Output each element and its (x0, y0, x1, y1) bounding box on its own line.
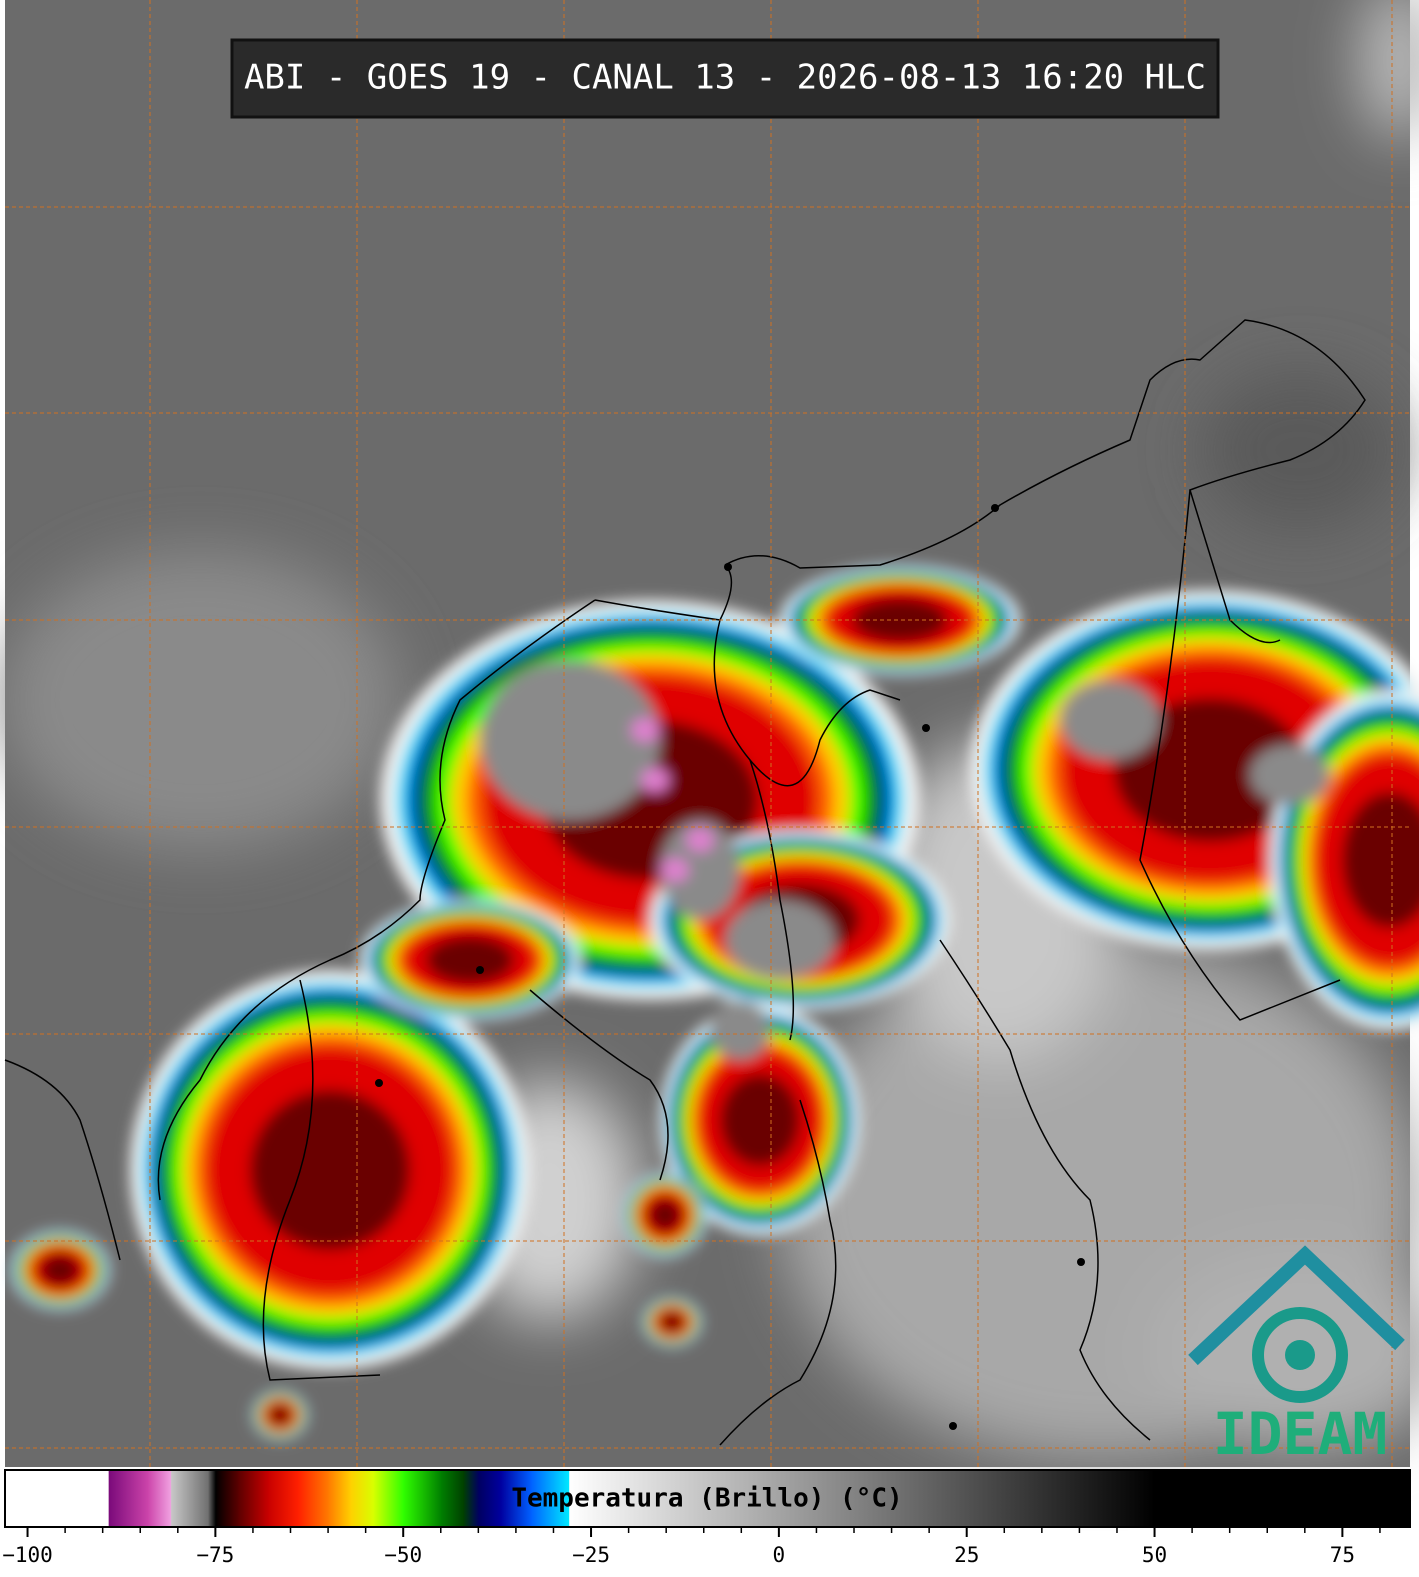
colorbar-tick-label: −75 (196, 1543, 234, 1567)
colorbar-segment (237, 1470, 269, 1527)
storm-layer (852, 598, 948, 642)
colorbar-segment (207, 1470, 216, 1527)
colorbar-segment (298, 1470, 329, 1527)
colorbar-segment (108, 1470, 149, 1527)
overshoot (661, 858, 689, 882)
storm-layer (1114, 698, 1306, 842)
colorbar-segment (463, 1470, 479, 1527)
colorbar-segment (328, 1470, 352, 1527)
overshoot (686, 828, 714, 852)
colorbar-segment (215, 1470, 239, 1527)
colorbar-segment (170, 1470, 172, 1527)
overshoot (641, 768, 669, 792)
storm-layer (426, 936, 514, 984)
storm-layer (40, 1254, 80, 1286)
colorbar-segment (568, 1470, 570, 1527)
colorbar-segment (478, 1470, 502, 1527)
cold-core (725, 900, 835, 980)
colorbar-segment (267, 1470, 299, 1527)
storm-layer (1342, 792, 1419, 928)
overshoot (631, 718, 659, 742)
colorbar-frame (4, 1469, 1411, 1528)
storm-layer (268, 1405, 292, 1425)
logo: IDEAM (1188, 1245, 1405, 1468)
city-markers (375, 504, 1085, 1430)
cold-core (1250, 745, 1330, 805)
colorbar-segment (500, 1470, 532, 1527)
logo-text: IDEAM (1213, 1400, 1388, 1468)
colorbar-tick-label: −50 (384, 1543, 422, 1567)
map: ABI - GOES 19 - CANAL 13 - 2026-08-13 16… (0, 0, 1419, 1468)
title-background (230, 38, 1220, 119)
colorbar-tick-label: −25 (572, 1543, 610, 1567)
storm-layer (648, 1198, 682, 1232)
colorbar-segment (440, 1470, 464, 1527)
colorbar-segment (530, 1470, 570, 1527)
colorbar-tick-label: 25 (954, 1543, 979, 1567)
title: ABI - GOES 19 - CANAL 13 - 2026-08-13 16… (244, 58, 1206, 98)
lat-lon-grid (5, 0, 1410, 1467)
colorbar-tick-label: −100 (2, 1543, 53, 1567)
storm-layer (660, 1312, 684, 1332)
cold-core (480, 660, 660, 820)
colorbar-segment (403, 1470, 442, 1527)
storm-cells (10, 565, 1419, 1440)
cold-core (710, 1000, 770, 1060)
colorbar-segment (171, 1470, 209, 1527)
colorbar-tick-label: 75 (1330, 1543, 1355, 1567)
logo-roof (1188, 1245, 1405, 1366)
logo-core (1285, 1340, 1315, 1370)
colorbar: Temperatura (Brillo) (°C) −100 −75 −50 −25 0… (2, 1469, 1411, 1567)
colorbar-segment (350, 1470, 374, 1527)
colorbar-segment (107, 1470, 110, 1527)
colorbar-tick-label: 0 (773, 1543, 786, 1567)
logo-swirl (1252, 1307, 1348, 1403)
storm-layer (720, 1074, 800, 1166)
storm-layer (250, 1090, 410, 1250)
title-box: ABI - GOES 19 - CANAL 13 - 2026-08-13 16… (230, 38, 1220, 119)
colorbar-segment (569, 1470, 1156, 1527)
colorbar-segment (1154, 1470, 1411, 1527)
colorbar-label: Temperatura (Brillo) (°C) (511, 1484, 902, 1514)
colorbar-tick-label: 50 (1142, 1543, 1167, 1567)
coastlines (4, 319, 1366, 1446)
colorbar-segment (5, 1470, 109, 1527)
cold-core (660, 820, 740, 920)
cold-core (1060, 680, 1160, 760)
colorbar-segment (147, 1470, 171, 1527)
colorbar-segment (373, 1470, 404, 1527)
